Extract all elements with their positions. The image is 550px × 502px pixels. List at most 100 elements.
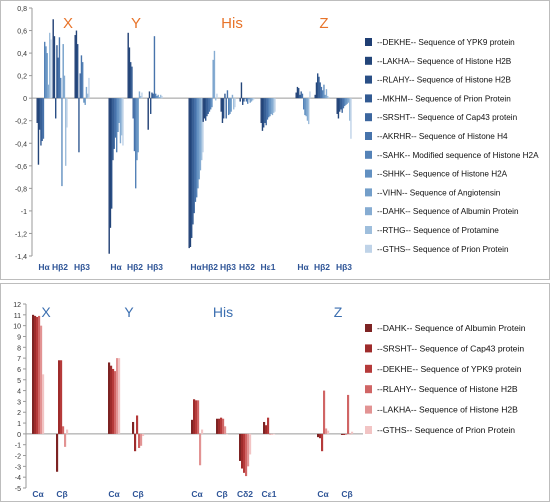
bar — [224, 426, 227, 434]
bar — [108, 362, 111, 434]
bar — [150, 98, 152, 114]
bar — [57, 57, 59, 99]
bar — [61, 98, 63, 187]
legend-swatch — [365, 75, 372, 84]
bar — [271, 98, 274, 116]
bar — [66, 429, 69, 434]
legend-label: --SRSHT-- Sequence of Cap43 protein — [377, 113, 518, 122]
bar — [220, 417, 223, 434]
legend-label: --VIHN-- Sequence of Angiotensin — [377, 188, 501, 197]
bar — [347, 98, 350, 103]
bar — [111, 98, 113, 209]
bar — [202, 98, 204, 122]
y-tick-label: -4 — [15, 475, 21, 482]
x-category-label: Cα — [108, 489, 120, 499]
y-tick-label: 4 — [17, 389, 21, 396]
bar — [49, 32, 51, 99]
bar — [114, 371, 117, 434]
bar — [239, 98, 241, 102]
y-tick-label: -2 — [15, 454, 21, 461]
bar — [160, 94, 162, 99]
bar — [343, 433, 346, 435]
bar — [62, 44, 64, 99]
bar — [152, 93, 154, 99]
bar — [226, 90, 229, 99]
bar — [141, 92, 143, 99]
x-category-label: Hβ3 — [336, 262, 352, 272]
bar — [191, 98, 193, 238]
bar — [241, 433, 244, 469]
bar — [42, 374, 45, 434]
bar — [221, 98, 224, 123]
bar — [226, 433, 229, 435]
bar — [298, 88, 300, 99]
bar — [138, 433, 141, 448]
bar — [308, 98, 310, 125]
bar — [324, 94, 326, 99]
bar — [323, 84, 325, 99]
bar — [314, 94, 316, 99]
legend-label: --RLAHY-- Sequence of Histone H2B — [377, 384, 518, 394]
bar — [341, 433, 344, 435]
bar — [205, 98, 207, 121]
bar — [112, 98, 114, 161]
x-category-label: Hβ3 — [147, 262, 163, 272]
legend-label: --GTHS-- Sequence of Prion Protein — [377, 245, 509, 254]
bar — [351, 431, 354, 434]
bar — [132, 98, 134, 119]
legend-label: --SRSHT-- Sequence of Cap43 protein — [377, 343, 524, 353]
bar — [112, 368, 115, 434]
bar — [88, 77, 90, 99]
chart-border — [0, 0, 550, 280]
legend: --DEKHE-- Sequence of YPK9 protein --LAKH… — [365, 38, 539, 254]
bars-group — [32, 314, 354, 477]
bar — [207, 98, 209, 114]
y-tick-label: 3 — [17, 399, 21, 406]
bar — [233, 98, 235, 110]
x-category-label: Cβ — [216, 489, 227, 499]
legend-label: --LAKHA-- Sequence of Histone H2B — [377, 57, 512, 66]
bar — [317, 433, 320, 438]
bar — [347, 394, 350, 434]
y-tick-label: 0 — [17, 432, 21, 439]
bar — [342, 98, 345, 109]
x-category-label: Hα — [297, 262, 309, 272]
bar — [245, 98, 248, 102]
y-tick-label: 2 — [17, 410, 21, 417]
y-tick-label: -1 — [15, 443, 21, 450]
x-category-label: Hβ2 — [52, 262, 68, 272]
legend-label: --SAHK-- Modified sequence of Histone H2… — [377, 151, 539, 160]
bar — [260, 98, 262, 123]
bar — [336, 98, 338, 114]
bar — [228, 98, 230, 116]
y-tick-label: -1 — [21, 209, 27, 216]
bar — [60, 77, 62, 99]
bar — [274, 98, 276, 112]
bar — [58, 37, 61, 99]
bar — [110, 365, 113, 434]
legend-swatch — [365, 94, 372, 103]
bar — [268, 98, 270, 118]
bars-group — [36, 19, 352, 254]
bar — [248, 98, 250, 100]
bar — [47, 84, 50, 99]
bar — [252, 98, 254, 101]
x-category-label: Hα — [190, 262, 202, 272]
group-label: His — [221, 15, 243, 32]
bar — [269, 98, 271, 117]
bar — [56, 45, 58, 99]
bar — [296, 86, 299, 99]
bar — [345, 98, 347, 105]
bar — [118, 358, 121, 434]
bar — [60, 360, 63, 434]
legend-label: --MKHM-- Sequence of Prion Protein — [377, 94, 511, 103]
bar — [309, 91, 311, 99]
bar — [136, 98, 138, 161]
bar — [301, 93, 304, 99]
bar — [263, 98, 265, 128]
bar — [273, 98, 275, 113]
bar — [320, 86, 323, 99]
legend-label: --RTHG-- Sequence of Protamine — [377, 226, 499, 235]
bar — [225, 98, 227, 119]
bar — [203, 98, 206, 119]
